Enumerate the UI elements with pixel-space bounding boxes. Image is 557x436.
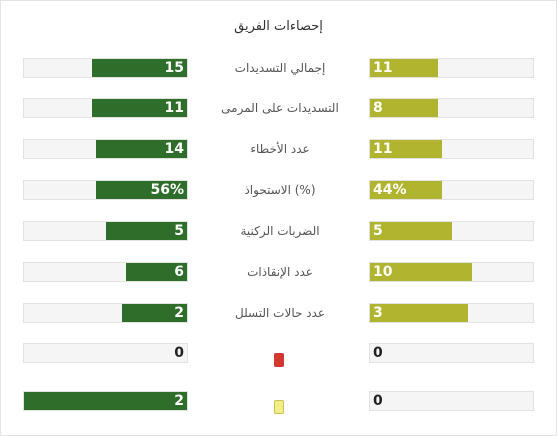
home-value: 14 bbox=[164, 141, 184, 157]
home-bar-fill bbox=[121, 304, 187, 322]
home-bar-fill bbox=[125, 263, 187, 281]
away-value: 0 bbox=[373, 393, 383, 409]
stat-row-red-cards: 0 0 bbox=[1, 343, 557, 367]
away-bar-track: 11 bbox=[369, 58, 534, 78]
away-bar-track: 8 bbox=[369, 98, 534, 118]
home-bar-track: 14 bbox=[23, 139, 188, 159]
away-value: 44% bbox=[373, 182, 407, 198]
away-bar-fill bbox=[370, 263, 472, 281]
stat-label: التسديدات على المرمى bbox=[221, 101, 339, 115]
home-value: 0 bbox=[174, 345, 184, 361]
stat-row-offsides: 2 عدد حالات التسلل 3 bbox=[1, 303, 557, 327]
home-bar-track: 2 bbox=[23, 303, 188, 323]
home-bar-track: 2 bbox=[23, 391, 188, 411]
stat-row-yellow-cards: 2 0 bbox=[1, 391, 557, 415]
home-value: 11 bbox=[164, 100, 184, 116]
stat-label: عدد حالات التسلل bbox=[234, 306, 326, 320]
away-value: 3 bbox=[373, 305, 383, 321]
home-value: 15 bbox=[164, 60, 184, 76]
home-value: 6 bbox=[174, 264, 184, 280]
home-value: 5 bbox=[174, 223, 184, 239]
home-bar-fill bbox=[92, 59, 187, 77]
away-bar-fill bbox=[370, 59, 439, 77]
stat-label: الاستحواذ (%) bbox=[244, 183, 316, 197]
stat-label: إجمالي التسديدات bbox=[234, 61, 326, 75]
panel-title: إحصاءات الفريق bbox=[234, 19, 323, 34]
stat-label: عدد الأخطاء bbox=[250, 142, 310, 156]
away-value: 5 bbox=[373, 223, 383, 239]
stat-row-saves: 6 عدد الإنقاذات 10 bbox=[1, 262, 557, 286]
away-bar-track: 0 bbox=[369, 391, 534, 411]
home-bar-track: 15 bbox=[23, 58, 188, 78]
home-bar-fill bbox=[105, 222, 187, 240]
away-bar-track: 0 bbox=[369, 343, 534, 363]
home-bar-track: 11 bbox=[23, 98, 188, 118]
stat-label: الضربات الركنية bbox=[240, 224, 320, 238]
away-value: 8 bbox=[373, 100, 383, 116]
home-bar-track: 5 bbox=[23, 221, 188, 241]
red-card-icon bbox=[274, 353, 284, 367]
away-bar-fill bbox=[370, 140, 442, 158]
home-value: 2 bbox=[174, 305, 184, 321]
away-bar-fill bbox=[370, 222, 452, 240]
away-bar-fill bbox=[370, 304, 468, 322]
home-value: 2 bbox=[174, 393, 184, 409]
away-value: 11 bbox=[373, 141, 393, 157]
away-bar-track: 5 bbox=[369, 221, 534, 241]
away-value: 11 bbox=[373, 60, 393, 76]
yellow-card-icon bbox=[274, 400, 284, 414]
away-value: 10 bbox=[373, 264, 393, 280]
away-bar-track: 3 bbox=[369, 303, 534, 323]
away-bar-track: 44% bbox=[369, 180, 534, 200]
home-bar-track: 6 bbox=[23, 262, 188, 282]
away-value: 0 bbox=[373, 345, 383, 361]
home-value: 56% bbox=[150, 182, 184, 198]
away-bar-track: 10 bbox=[369, 262, 534, 282]
stat-row-fouls: 14 عدد الأخطاء 11 bbox=[1, 139, 557, 163]
away-bar-track: 11 bbox=[369, 139, 534, 159]
home-bar-fill bbox=[92, 99, 187, 117]
away-bar-fill bbox=[370, 181, 442, 199]
home-bar-track: 56% bbox=[23, 180, 188, 200]
home-bar-fill bbox=[95, 140, 187, 158]
stat-label: عدد الإنقاذات bbox=[247, 265, 313, 279]
stat-row-shots-on-target: 11 التسديدات على المرمى 8 bbox=[1, 98, 557, 122]
stat-row-possession: 56% الاستحواذ (%) 44% bbox=[1, 180, 557, 204]
home-bar-track: 0 bbox=[23, 343, 188, 363]
stat-row-total-shots: 15 إجمالي التسديدات 11 bbox=[1, 58, 557, 82]
away-bar-fill bbox=[370, 99, 439, 117]
stat-row-corners: 5 الضربات الركنية 5 bbox=[1, 221, 557, 245]
home-bar-fill bbox=[95, 181, 187, 199]
home-bar-fill bbox=[24, 392, 187, 410]
